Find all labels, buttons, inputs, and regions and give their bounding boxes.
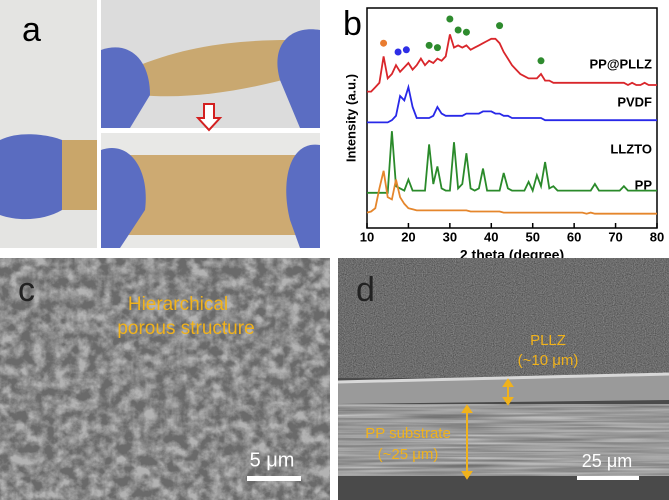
phase-marker: [380, 40, 387, 47]
panel-label: d: [356, 271, 375, 309]
x-tick-label: 60: [567, 229, 581, 244]
phase-marker: [455, 27, 462, 34]
x-tick-label: 30: [443, 229, 457, 244]
series-line: [367, 171, 657, 214]
series-label: PVDF: [617, 94, 652, 109]
panel-label: b: [343, 5, 362, 43]
annotation: PP substrate: [365, 425, 451, 442]
phase-marker: [434, 44, 441, 51]
phase-marker: [395, 49, 402, 56]
film: [120, 155, 300, 235]
panel-label: a: [22, 11, 41, 49]
phase-marker: [496, 22, 503, 29]
panel-a: a: [0, 0, 320, 248]
x-tick-label: 20: [401, 229, 415, 244]
series-label: PP: [635, 177, 653, 192]
series-label: LLZTO: [610, 141, 652, 156]
phase-marker: [446, 16, 453, 23]
x-tick-label: 40: [484, 229, 498, 244]
phase-marker: [426, 42, 433, 49]
phase-marker: [538, 57, 545, 64]
x-tick-label: 50: [525, 229, 539, 244]
annotation: (~10 μm): [518, 352, 579, 369]
film-roll: [60, 140, 97, 210]
glove: [0, 134, 62, 219]
x-tick-label: 80: [650, 229, 664, 244]
panel-c: c Hierarchical porous structure 5 μm: [0, 258, 330, 500]
panel-d: d PLLZ (~10 μm) PP substrate (~25 μm) 25…: [338, 258, 669, 500]
scale-bar: [247, 476, 301, 481]
annotation: PLLZ: [530, 332, 566, 349]
panel-label: c: [18, 271, 35, 309]
figure: a b 10203040506070802 theta (degree)Inte…: [0, 0, 669, 500]
y-axis-label: Intensity (a.u.): [343, 74, 358, 162]
scale-bar: [577, 476, 639, 480]
annotation: (~25 μm): [378, 446, 439, 463]
sem-texture: [338, 258, 669, 378]
annotation: Hierarchical: [128, 294, 228, 315]
series-label: PP@PLLZ: [589, 56, 652, 71]
annotation: porous structure: [117, 318, 254, 339]
scale-bar-label: 25 μm: [582, 451, 632, 471]
phase-marker: [463, 29, 470, 36]
scale-bar-label: 5 μm: [250, 449, 295, 471]
x-tick-label: 10: [360, 229, 374, 244]
series-line: [367, 87, 657, 122]
series-line: [367, 131, 657, 193]
phase-marker: [403, 46, 410, 53]
x-tick-label: 70: [608, 229, 622, 244]
